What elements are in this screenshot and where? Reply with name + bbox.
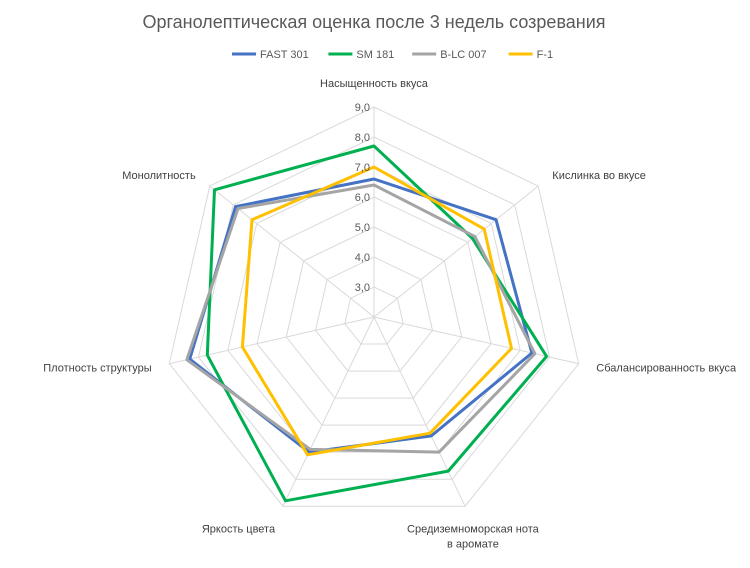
axis-label-line: Средиземноморская нота bbox=[407, 523, 540, 535]
grid-spoke bbox=[282, 316, 375, 507]
tick-label: 9,0 bbox=[355, 102, 370, 114]
series-line-f-1 bbox=[240, 165, 513, 457]
axis-label-line: Кислинка во вкусе bbox=[552, 170, 646, 182]
grid-spoke bbox=[373, 316, 466, 507]
tick-label: 6,0 bbox=[355, 192, 370, 204]
tick-label: 3,0 bbox=[355, 282, 370, 294]
grid-spoke bbox=[373, 185, 539, 318]
chart-title: Органолептическая оценка после 3 недель … bbox=[142, 12, 605, 32]
axis-label-line: в ароматe bbox=[447, 538, 499, 550]
grid-ring bbox=[344, 286, 404, 345]
series-group bbox=[185, 144, 549, 503]
axis-label-line: Сбалансированность вкуса bbox=[596, 363, 737, 375]
axis-label: Сбалансированность вкуса bbox=[596, 363, 737, 375]
legend-entry: F-1 bbox=[537, 49, 554, 61]
axis-label-line: Плотность структуры bbox=[43, 363, 152, 375]
axis-label: Средиземноморская нота в ароматe bbox=[407, 523, 540, 550]
axis-label: Кислинка во вкусе bbox=[552, 170, 646, 182]
series-line-b-lc-007 bbox=[185, 183, 537, 454]
axis-label-line: Насыщенность вкуса bbox=[320, 78, 429, 90]
axis-label: Монолитность bbox=[122, 170, 196, 182]
axis-label-line: Яркость цвета bbox=[202, 523, 276, 535]
tick-label: 8,0 bbox=[355, 132, 370, 144]
grid-ring bbox=[314, 256, 434, 372]
grid-ring bbox=[256, 196, 492, 426]
axis-label-line: Монолитность bbox=[122, 170, 196, 182]
tick-label: 7,0 bbox=[355, 162, 370, 174]
tick-label: 4,0 bbox=[355, 252, 370, 264]
grid-spoke bbox=[169, 316, 375, 365]
axis-labels: Насыщенность вкуса Кислинка во вкусе Сбала… bbox=[43, 78, 737, 550]
legend-entry: FAST 301 bbox=[260, 49, 309, 61]
grid-ring bbox=[285, 226, 463, 399]
legend: FAST 301 SM 181 B-LC 007 F-1 bbox=[232, 49, 553, 61]
legend-entry: SM 181 bbox=[356, 49, 394, 61]
axis-label: Плотность структуры bbox=[43, 363, 152, 375]
axis-label: Насыщенность вкуса bbox=[320, 78, 429, 90]
tick-label: 5,0 bbox=[355, 222, 370, 234]
tick-labels: 3,0 4,0 5,0 6,0 7,0 8,0 9,0 bbox=[355, 102, 370, 294]
legend-entry: B-LC 007 bbox=[440, 49, 486, 61]
axis-label: Яркость цвета bbox=[202, 523, 276, 535]
grid-ring bbox=[168, 106, 580, 507]
